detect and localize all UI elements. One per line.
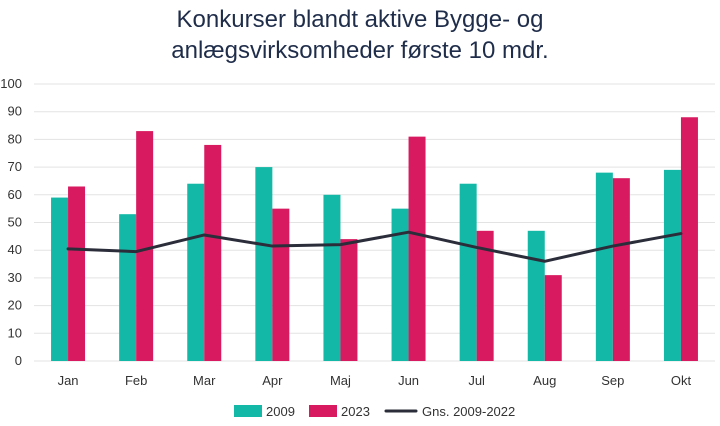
x-tick-label: Aug	[533, 373, 556, 388]
y-tick-label: 90	[8, 104, 22, 119]
bar-2023-Feb	[136, 131, 154, 361]
chart-title-line1: Konkurser blandt aktive Bygge- og	[176, 6, 544, 33]
x-tick-label: Apr	[262, 373, 283, 388]
legend-swatch-2009	[234, 405, 262, 417]
x-tick-label: Mar	[193, 373, 216, 388]
bar-2009-Okt	[663, 169, 681, 361]
y-tick-label: 100	[0, 76, 22, 91]
legend-swatch-2023	[309, 405, 337, 417]
x-tick-label: Jan	[58, 373, 79, 388]
bar-2023-Mar	[204, 144, 222, 361]
x-tick-label: Feb	[125, 373, 147, 388]
bar-2023-Okt	[680, 117, 698, 362]
legend-label: Gns. 2009-2022	[422, 404, 515, 419]
chart-title-line2: anlægsvirksomheder første 10 mdr.	[171, 37, 549, 64]
y-tick-label: 60	[8, 187, 22, 202]
y-tick-label: 50	[8, 215, 22, 230]
legend-label: 2009	[266, 404, 295, 419]
average-line	[66, 230, 683, 263]
bar-2009-Aug	[527, 230, 545, 361]
x-tick-label: Okt	[671, 373, 692, 388]
bar-2009-Jul	[459, 183, 477, 361]
bar-2009-Sep	[595, 172, 613, 361]
y-tick-label: 30	[8, 270, 22, 285]
bar-2023-Sep	[612, 178, 630, 361]
bar-2009-Maj	[323, 194, 341, 361]
y-tick-label: 40	[8, 242, 22, 257]
bar-2009-Mar	[187, 183, 205, 361]
bar-2023-Apr	[272, 208, 290, 361]
y-tick-label: 0	[15, 353, 22, 368]
bar-2023-Jun	[408, 136, 426, 361]
bar-2009-Apr	[255, 167, 273, 361]
bar-2023-Maj	[340, 239, 358, 361]
x-tick-label: Jun	[398, 373, 419, 388]
y-tick-label: 70	[8, 159, 22, 174]
bar-2009-Jan	[51, 197, 69, 361]
bar-2009-Jun	[391, 208, 409, 361]
x-tick-label: Sep	[601, 373, 624, 388]
y-tick-label: 20	[8, 298, 22, 313]
bar-2009-Feb	[119, 214, 137, 361]
bar-2023-Jul	[476, 230, 494, 361]
legend-label: 2023	[341, 404, 370, 419]
bar-2023-Aug	[544, 275, 562, 361]
chart-title: Konkurser blandt aktive Bygge- og anlægs…	[0, 4, 720, 66]
y-tick-label: 10	[8, 325, 22, 340]
x-tick-label: Jul	[468, 373, 485, 388]
bar-2023-Jan	[68, 186, 86, 361]
y-tick-label: 80	[8, 131, 22, 146]
x-tick-label: Maj	[330, 373, 351, 388]
